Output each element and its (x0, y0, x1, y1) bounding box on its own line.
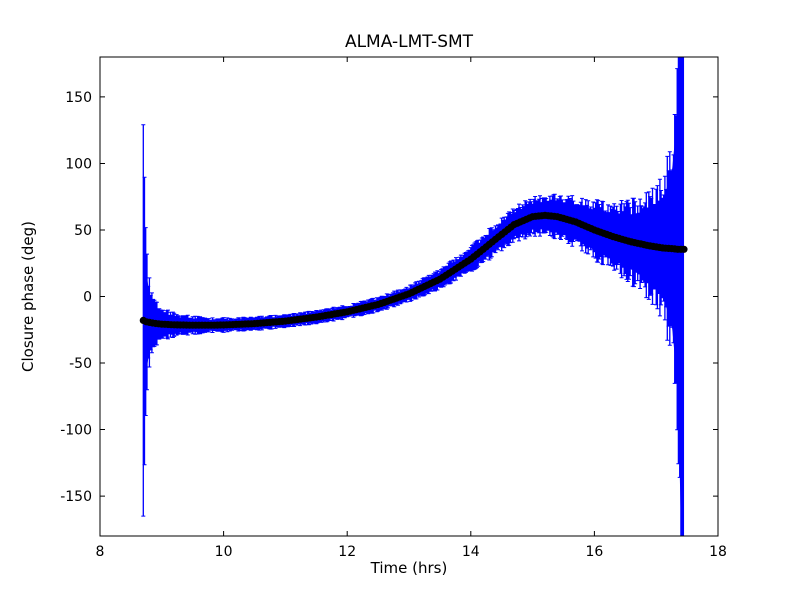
plot-title: ALMA-LMT-SMT (345, 32, 474, 52)
y-tick-label: -100 (60, 423, 92, 439)
x-tick-label: 12 (338, 544, 356, 560)
y-tick-label: 0 (83, 290, 92, 306)
axes-layer: 8 10 12 14 16 18 -150 -100 -50 0 50 100 150 (60, 56, 727, 560)
x-axis-label: Time (hrs) (370, 559, 448, 577)
x-tick-label: 14 (462, 544, 480, 560)
y-tick-label: 50 (74, 223, 92, 239)
errorbar-caps (141, 68, 682, 517)
y-tick-label: 100 (65, 156, 92, 172)
y-axis-label: Closure phase (deg) (19, 221, 37, 372)
x-tick-label: 8 (96, 544, 105, 560)
y-tick-label: -50 (69, 356, 92, 372)
x-tick-label: 18 (709, 544, 727, 560)
y-tick-label: 150 (65, 90, 92, 106)
plot-area (139, 57, 688, 536)
y-tick-label: -150 (60, 489, 92, 505)
x-tick-label: 10 (215, 544, 233, 560)
x-tick-label: 16 (585, 544, 603, 560)
